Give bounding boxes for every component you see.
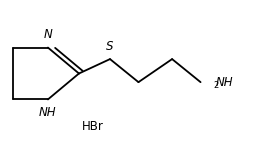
Text: NH: NH bbox=[216, 76, 233, 89]
Text: HBr: HBr bbox=[82, 120, 104, 133]
Text: S: S bbox=[106, 40, 114, 53]
Text: NH: NH bbox=[39, 106, 57, 119]
Text: N: N bbox=[44, 28, 52, 41]
Text: 2: 2 bbox=[213, 81, 218, 90]
